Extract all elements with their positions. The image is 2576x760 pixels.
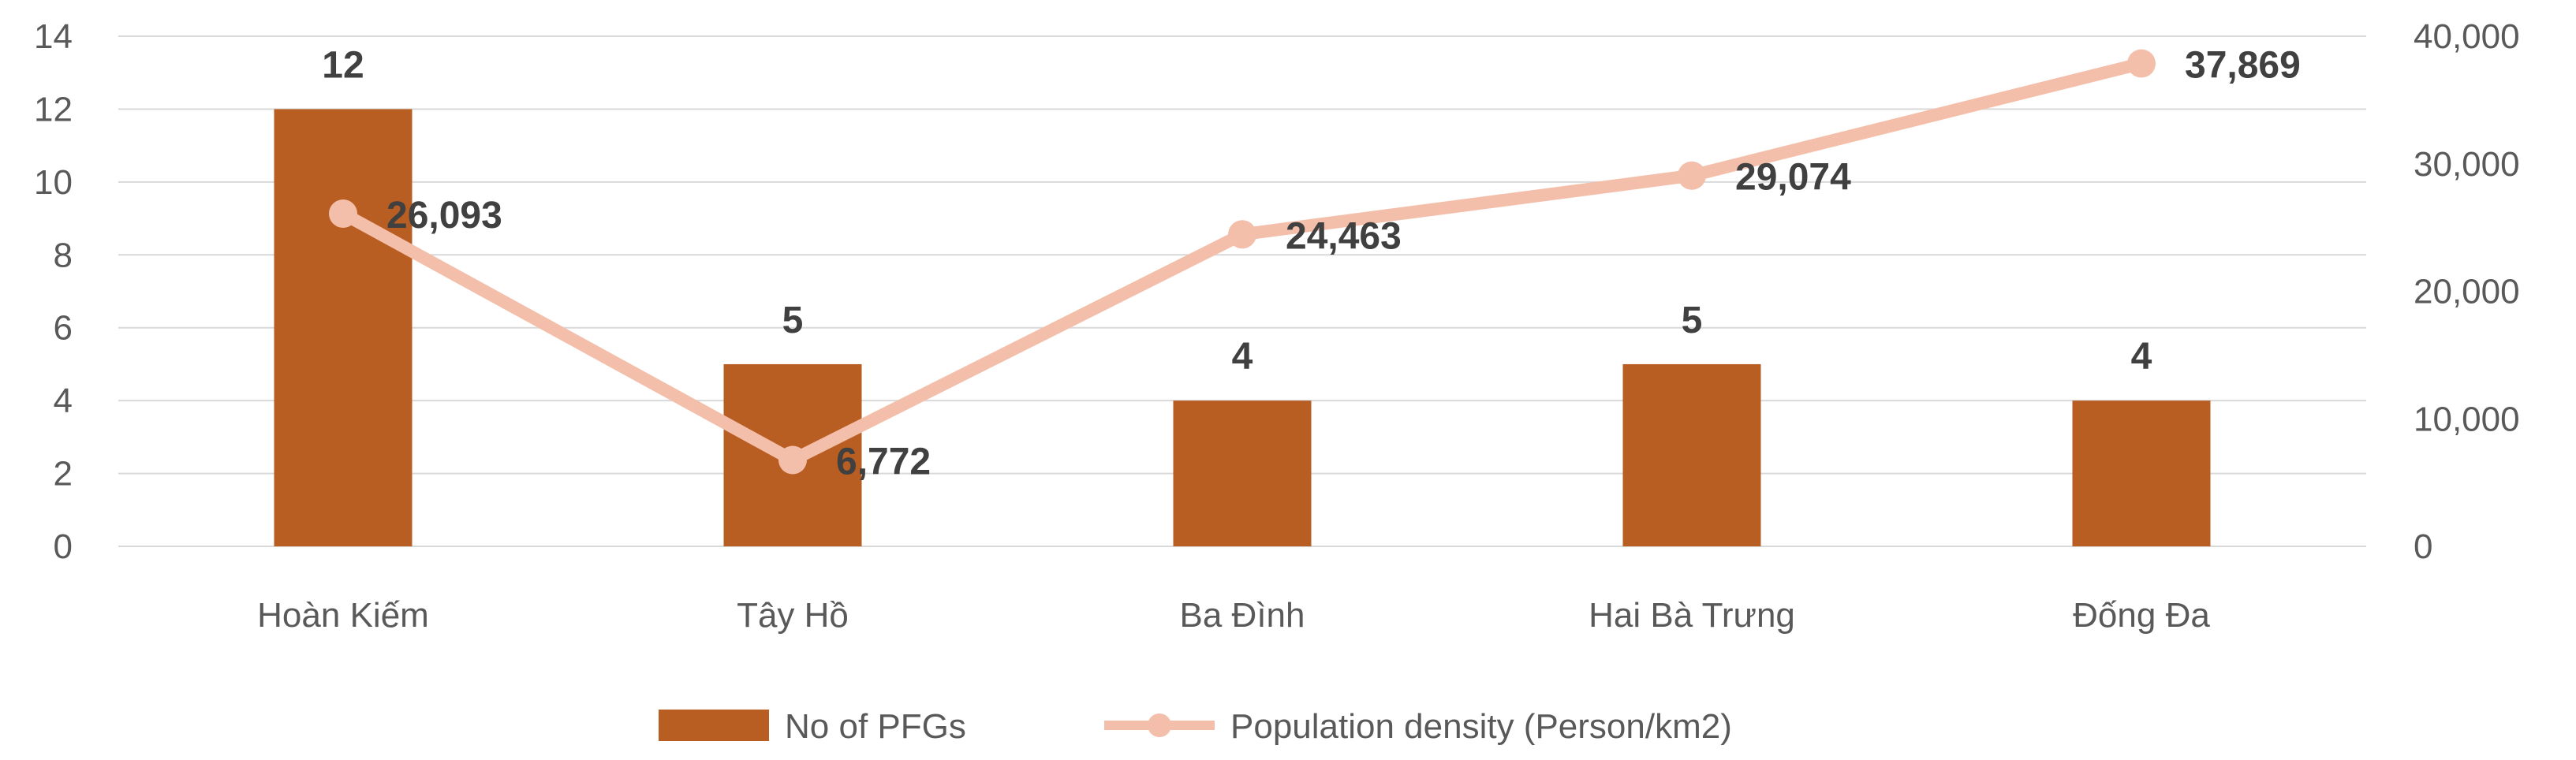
line-value-label: 26,093 [386, 195, 502, 237]
legend-swatch-marker [1148, 713, 1171, 737]
left-tick-label: 14 [34, 17, 73, 56]
left-tick-label: 6 [54, 309, 73, 348]
legend-swatch-bars [659, 710, 769, 741]
right-tick-label: 10,000 [2414, 400, 2520, 438]
line-value-label: 37,869 [2185, 44, 2301, 86]
bar-value-label: 5 [782, 300, 804, 341]
line-marker [1228, 220, 1256, 249]
left-tick-label: 4 [54, 382, 73, 420]
right-tick-label: 30,000 [2414, 145, 2520, 184]
right-tick-label: 0 [2414, 527, 2432, 566]
right-tick-label: 20,000 [2414, 273, 2520, 311]
bar [1622, 363, 1761, 546]
left-tick-label: 10 [34, 163, 73, 202]
legend-label-bars: No of PFGs [785, 707, 966, 746]
right-tick-label: 40,000 [2414, 17, 2520, 56]
line-series [329, 49, 2156, 475]
line-value-label: 29,074 [1735, 157, 1851, 199]
category-label: Hai Bà Trưng [1589, 596, 1795, 635]
left-tick-label: 12 [34, 90, 73, 129]
bar-value-label: 4 [2131, 336, 2152, 378]
category-label: Hoàn Kiếm [257, 596, 429, 635]
category-label: Ba Đình [1180, 596, 1305, 635]
right-y-axis: 0 10,000 20,000 30,000 40,000 [2414, 17, 2520, 566]
line-value-label: 24,463 [1286, 215, 1402, 257]
bar-value-label: 12 [322, 44, 364, 86]
line-marker [1678, 161, 1706, 190]
bar-data-labels: 12 5 4 5 4 [322, 44, 2152, 378]
left-y-axis: 0 2 4 6 8 10 12 14 [34, 17, 73, 566]
bar-value-label: 5 [1682, 300, 1703, 341]
bar-value-label: 4 [1232, 336, 1253, 378]
bar [274, 109, 413, 546]
legend: No of PFGs Population density (Person/km… [659, 707, 1732, 746]
line-value-label: 6,772 [836, 441, 931, 482]
category-label: Tây Hồ [737, 596, 849, 635]
bar [1173, 400, 1312, 546]
category-label: Đống Đa [2073, 596, 2210, 635]
line-marker [329, 199, 357, 228]
bar [2072, 400, 2211, 546]
left-tick-label: 8 [54, 236, 73, 274]
x-axis-categories: Hoàn Kiếm Tây Hồ Ba Đình Hai Bà Trưng Đống Đ… [257, 596, 2210, 635]
line-marker [778, 445, 807, 475]
line-marker [2127, 49, 2156, 78]
legend-label-line: Population density (Person/km2) [1230, 707, 1732, 746]
left-tick-label: 2 [54, 455, 73, 494]
left-tick-label: 0 [54, 527, 73, 566]
line-data-labels: 26,093 6,772 24,463 29,074 37,869 [386, 44, 2301, 482]
